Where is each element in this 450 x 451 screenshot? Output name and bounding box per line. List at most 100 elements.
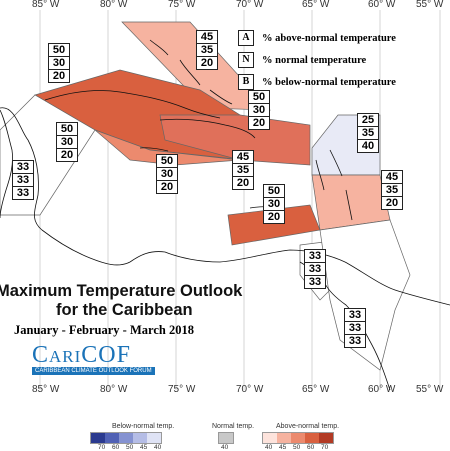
colorbar-below-label-4: 40 bbox=[154, 444, 162, 451]
logo-tagline: CARIBBEAN CLIMATE OUTLOOK FORUM bbox=[32, 367, 155, 375]
probability-box-west-cuba: 50 30 20 bbox=[48, 43, 70, 83]
colorbar-above-swatch-1 bbox=[277, 433, 291, 443]
legend-row-below: B % below-normal temperature bbox=[238, 71, 396, 93]
box-value-below: 33 bbox=[348, 335, 362, 347]
colorbar-below-swatch-3 bbox=[133, 433, 147, 443]
map-title-line1: Maximum Temperature Outlook bbox=[0, 282, 243, 300]
longitude-label-bottom-65: 65° W bbox=[302, 384, 330, 395]
box-value-below: 20 bbox=[252, 117, 266, 129]
box-value-normal: 30 bbox=[57, 136, 77, 149]
probability-box-leeward-islands: 25 35 40 bbox=[357, 113, 379, 153]
map-title-line2: for the Caribbean bbox=[56, 301, 193, 319]
probability-box-turks-caicos: 50 30 20 bbox=[248, 90, 270, 130]
box-value-below: 20 bbox=[236, 177, 250, 189]
colorbar-above-label-0: 40 bbox=[265, 444, 273, 451]
probability-box-cuba-central: 50 30 20 bbox=[56, 122, 78, 162]
colorbar-below-label-1: 60 bbox=[112, 444, 120, 451]
longitude-label-bottom-75: 75° W bbox=[168, 384, 196, 395]
colorbar-above-label-3: 60 bbox=[307, 444, 315, 451]
box-value-above: 25 bbox=[358, 114, 378, 127]
coastlines bbox=[0, 39, 450, 391]
longitude-label-top-85: 85° W bbox=[32, 0, 60, 10]
probability-box-central-america: 33 33 33 bbox=[12, 160, 34, 200]
box-value-above: 50 bbox=[57, 123, 77, 136]
box-value-normal: 30 bbox=[157, 168, 177, 181]
box-value-normal: 33 bbox=[345, 322, 365, 335]
box-value-normal: 35 bbox=[197, 44, 217, 57]
colorbar-below-label-0: 70 bbox=[98, 444, 106, 451]
colorbar-normal-label-0: 40 bbox=[221, 444, 229, 451]
longitude-label-bottom-60: 60° W bbox=[368, 384, 396, 395]
colorbar-above-label-4: 70 bbox=[321, 444, 329, 451]
longitude-label-bottom-70: 70° W bbox=[236, 384, 264, 395]
caricof-logo: CariCOF CARIBBEAN CLIMATE OUTLOOK FORUM bbox=[32, 342, 155, 375]
box-value-above: 50 bbox=[249, 91, 269, 104]
legend-text-above: % above-normal temperature bbox=[262, 32, 396, 44]
probability-box-abc-islands: 33 33 33 bbox=[304, 249, 326, 289]
box-value-normal: 30 bbox=[249, 104, 269, 117]
box-value-normal: 35 bbox=[358, 127, 378, 140]
region-hispaniola bbox=[159, 114, 311, 166]
probability-box-guianas: 33 33 33 bbox=[344, 308, 366, 348]
box-value-above: 33 bbox=[305, 250, 325, 263]
colorbar-below-label-3: 45 bbox=[140, 444, 148, 451]
colorbar-below-label-2: 50 bbox=[126, 444, 134, 451]
box-value-above: 45 bbox=[233, 151, 253, 164]
colorbar-below-swatch-4 bbox=[147, 433, 161, 443]
box-value-above: 45 bbox=[382, 171, 402, 184]
box-value-normal: 30 bbox=[264, 198, 284, 211]
longitude-label-bottom-80: 80° W bbox=[100, 384, 128, 395]
box-value-below: 33 bbox=[16, 187, 30, 199]
box-value-above: 33 bbox=[13, 161, 33, 174]
longitude-label-bottom-55: 55° W bbox=[416, 384, 444, 395]
box-value-below: 20 bbox=[160, 181, 174, 193]
box-value-below: 20 bbox=[267, 211, 281, 223]
colorbar-below-title: Below-normal temp. bbox=[112, 423, 175, 430]
colorbar-above-swatch-4 bbox=[319, 433, 333, 443]
longitude-label-top-55: 55° W bbox=[416, 0, 444, 10]
logo-name: CariCOF bbox=[32, 342, 131, 368]
box-value-below: 20 bbox=[60, 149, 74, 161]
colorbar-above-swatch-2 bbox=[291, 433, 305, 443]
box-value-normal: 33 bbox=[13, 174, 33, 187]
colorbar-above bbox=[262, 432, 334, 444]
probability-legend: A % above-normal temperature N % normal … bbox=[238, 27, 396, 93]
longitude-label-top-80: 80° W bbox=[100, 0, 128, 10]
probability-box-puerto-rico: 50 30 20 bbox=[263, 184, 285, 224]
forecast-period: January - February - March 2018 bbox=[14, 323, 194, 337]
longitude-label-top-75: 75° W bbox=[168, 0, 196, 10]
probability-box-hispaniola: 45 35 20 bbox=[232, 150, 254, 190]
box-value-above: 33 bbox=[345, 309, 365, 322]
colorbar-below bbox=[90, 432, 162, 444]
longitude-label-bottom-85: 85° W bbox=[32, 384, 60, 395]
colorbar-normal-title: Normal temp. bbox=[212, 423, 255, 430]
legend-text-below: % below-normal temperature bbox=[262, 76, 396, 88]
colorbar-above-title: Above-normal temp. bbox=[276, 423, 340, 430]
colorbar-below-swatch-1 bbox=[105, 433, 119, 443]
region-jamaica bbox=[94, 129, 241, 166]
colorbar-normal bbox=[218, 432, 234, 444]
box-value-above: 50 bbox=[49, 44, 69, 57]
box-value-normal: 35 bbox=[233, 164, 253, 177]
box-value-above: 45 bbox=[197, 31, 217, 44]
longitude-label-top-65: 65° W bbox=[302, 0, 330, 10]
box-value-below: 20 bbox=[200, 57, 214, 69]
box-value-below: 20 bbox=[385, 197, 399, 209]
box-value-below: 40 bbox=[361, 140, 375, 152]
colorbar-above-swatch-3 bbox=[305, 433, 319, 443]
legend-row-normal: N % normal temperature bbox=[238, 49, 396, 71]
longitude-label-top-60: 60° W bbox=[368, 0, 396, 10]
colorbar-normal-swatch-0 bbox=[219, 433, 233, 443]
legend-key-normal: N bbox=[238, 52, 254, 68]
box-value-normal: 33 bbox=[305, 263, 325, 276]
probability-box-bahamas: 45 35 20 bbox=[196, 30, 218, 70]
box-value-above: 50 bbox=[157, 155, 177, 168]
longitude-label-top-70: 70° W bbox=[236, 0, 264, 10]
probability-box-jamaica: 50 30 20 bbox=[156, 154, 178, 194]
legend-text-normal: % normal temperature bbox=[262, 54, 367, 66]
legend-key-above: A bbox=[238, 30, 254, 46]
box-value-below: 20 bbox=[52, 70, 66, 82]
box-value-normal: 35 bbox=[382, 184, 402, 197]
colorbar-below-swatch-2 bbox=[119, 433, 133, 443]
box-value-below: 33 bbox=[308, 276, 322, 288]
